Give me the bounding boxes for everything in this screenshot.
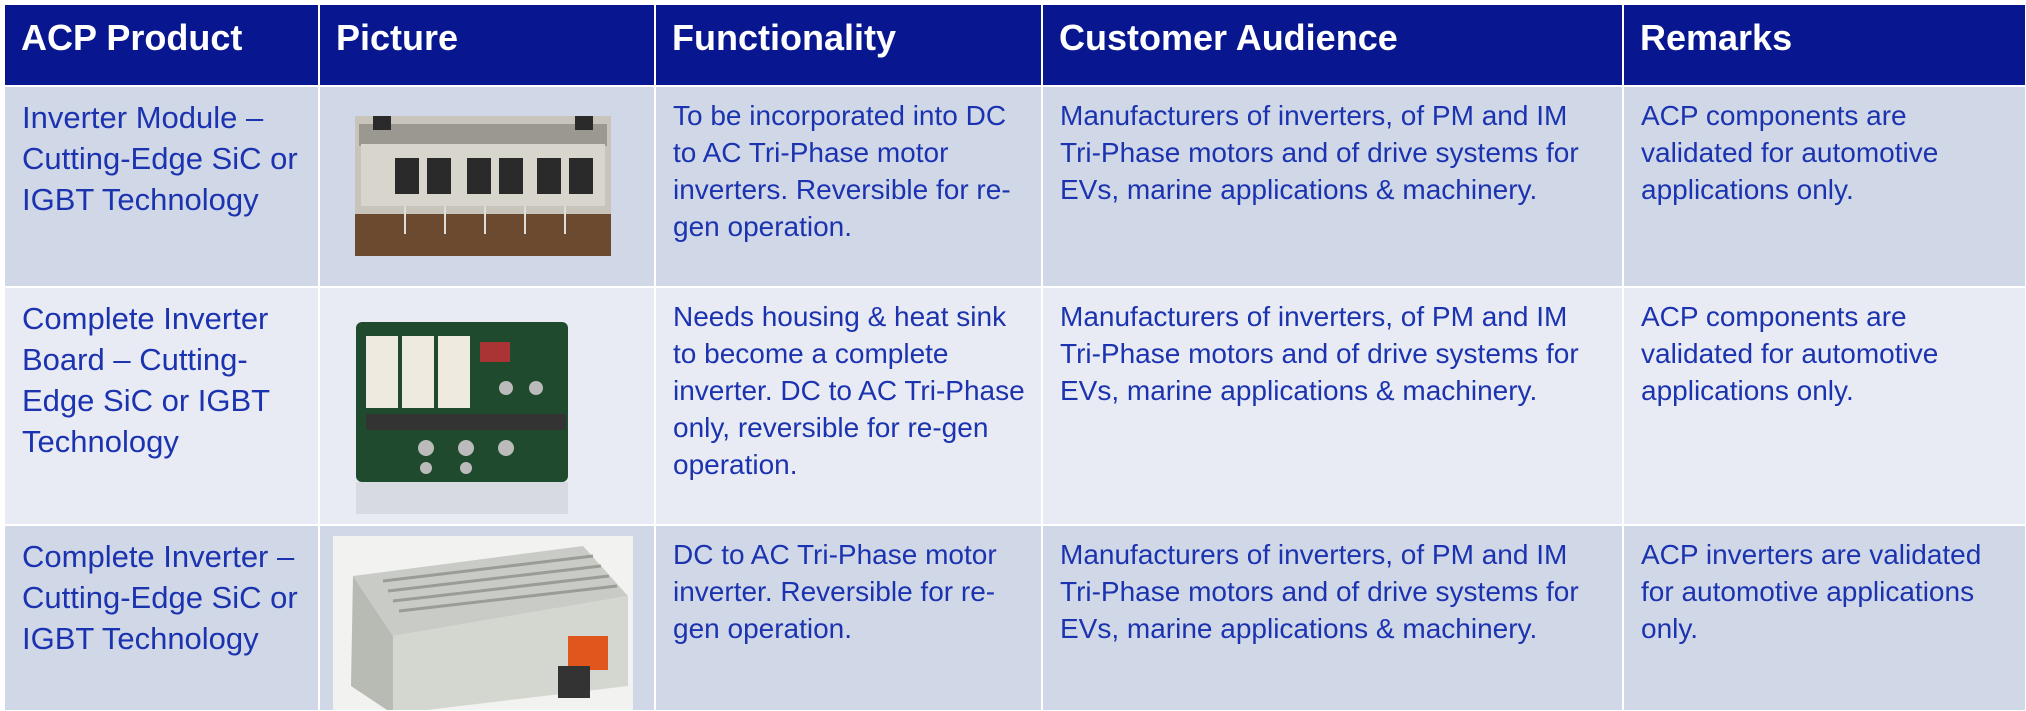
header-cell: Functionality	[656, 5, 1041, 85]
functionality-cell: DC to AC Tri-Phase motor inverter. Rever…	[656, 526, 1041, 710]
module-picture	[355, 116, 611, 256]
remarks-cell: ACP inverters are validated for automoti…	[1624, 526, 2025, 710]
product-cell: Complete Inverter Board – Cutting-Edge S…	[5, 288, 318, 524]
board-picture	[356, 322, 568, 514]
header-cell: Customer Audience	[1043, 5, 1622, 85]
inverter-picture	[333, 536, 633, 710]
product-cell: Complete Inverter – Cutting-Edge SiC or …	[5, 526, 318, 710]
remarks-cell: ACP components are validated for automot…	[1624, 288, 2025, 524]
audience-cell: Manufacturers of inverters, of PM and IM…	[1043, 526, 1622, 710]
product-cell: Inverter Module – Cutting-Edge SiC or IG…	[5, 87, 318, 286]
audience-cell: Manufacturers of inverters, of PM and IM…	[1043, 87, 1622, 286]
remarks-cell: ACP components are validated for automot…	[1624, 87, 2025, 286]
header-cell: Picture	[320, 5, 654, 85]
functionality-cell: Needs housing & heat sink to become a co…	[656, 288, 1041, 524]
audience-cell: Manufacturers of inverters, of PM and IM…	[1043, 288, 1622, 524]
functionality-cell: To be incorporated into DC to AC Tri-Pha…	[656, 87, 1041, 286]
picture-cell	[320, 526, 654, 710]
header-cell: Remarks	[1624, 5, 2025, 85]
picture-cell	[320, 288, 654, 524]
header-cell: ACP Product	[5, 5, 318, 85]
picture-cell	[320, 87, 654, 286]
product-table: ACP Product Picture Functionality Custom…	[5, 5, 2025, 710]
